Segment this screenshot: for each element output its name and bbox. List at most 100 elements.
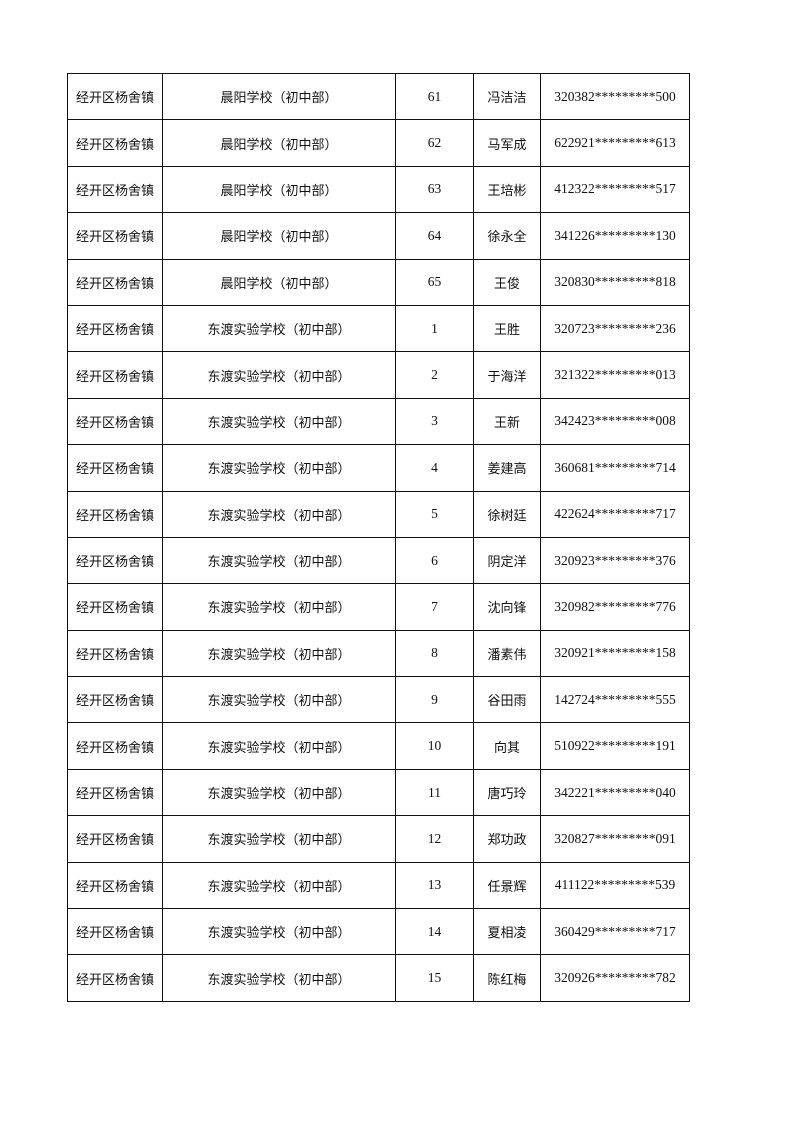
number-cell: 11 (395, 768, 474, 817)
school-cell: 东渡实验学校（初中部） (162, 351, 396, 399)
school-cell: 东渡实验学校（初中部） (162, 304, 396, 353)
id-number-cell: 342221*********040 (540, 768, 690, 817)
name-cell: 潘素伟 (473, 629, 541, 678)
district-cell: 经开区杨舍镇 (67, 212, 163, 260)
table-row: 经开区杨舍镇 东渡实验学校（初中部） 11 唐巧玲 342221*********040 (67, 768, 690, 817)
name-cell: 姜建高 (473, 444, 541, 492)
district-cell: 经开区杨舍镇 (67, 165, 163, 214)
number-cell: 1 (395, 304, 474, 353)
number-cell: 6 (395, 536, 474, 585)
table-row: 经开区杨舍镇 东渡实验学校（初中部） 13 任景辉 411122*********539 (67, 861, 690, 910)
name-cell: 马军成 (473, 119, 541, 167)
name-cell: 阴定洋 (473, 536, 541, 585)
school-cell: 东渡实验学校（初中部） (162, 722, 396, 770)
number-cell: 61 (395, 72, 474, 121)
table-row: 经开区杨舍镇 晨阳学校（初中部） 62 马军成 622921*********613 (67, 119, 690, 167)
id-number-cell: 320827*********091 (540, 815, 690, 863)
school-cell: 东渡实验学校（初中部） (162, 768, 396, 817)
school-cell: 东渡实验学校（初中部） (162, 583, 396, 631)
id-number-cell: 321322*********013 (540, 351, 690, 399)
name-cell: 冯洁洁 (473, 72, 541, 121)
district-cell: 经开区杨舍镇 (67, 397, 163, 446)
id-number-cell: 320982*********776 (540, 583, 690, 631)
id-number-cell: 622921*********613 (540, 119, 690, 167)
school-cell: 东渡实验学校（初中部） (162, 629, 396, 678)
table-row: 经开区杨舍镇 东渡实验学校（初中部） 7 沈向锋 320982*********776 (67, 583, 690, 631)
number-cell: 8 (395, 629, 474, 678)
school-cell: 晨阳学校（初中部） (162, 119, 396, 167)
name-cell: 王新 (473, 397, 541, 446)
name-cell: 徐永全 (473, 212, 541, 260)
name-cell: 王胜 (473, 304, 541, 353)
school-cell: 东渡实验学校（初中部） (162, 536, 396, 585)
table-row: 经开区杨舍镇 晨阳学校（初中部） 61 冯洁洁 320382*********500 (67, 72, 690, 121)
id-number-cell: 320382*********500 (540, 72, 690, 121)
school-cell: 东渡实验学校（初中部） (162, 676, 396, 724)
district-cell: 经开区杨舍镇 (67, 351, 163, 399)
school-cell: 东渡实验学校（初中部） (162, 490, 396, 538)
id-number-cell: 360681*********714 (540, 444, 690, 492)
id-number-cell: 320723*********236 (540, 304, 690, 353)
table-row: 经开区杨舍镇 晨阳学校（初中部） 63 王培彬 412322*********517 (67, 165, 690, 214)
number-cell: 63 (395, 165, 474, 214)
school-cell: 东渡实验学校（初中部） (162, 397, 396, 446)
table-row: 经开区杨舍镇 东渡实验学校（初中部） 3 王新 342423*********008 (67, 397, 690, 446)
name-cell: 于海洋 (473, 351, 541, 399)
number-cell: 65 (395, 258, 474, 306)
name-cell: 徐树廷 (473, 490, 541, 538)
number-cell: 14 (395, 908, 474, 956)
table-row: 经开区杨舍镇 东渡实验学校（初中部） 9 谷田雨 142724*********555 (67, 676, 690, 724)
name-cell: 王俊 (473, 258, 541, 306)
district-cell: 经开区杨舍镇 (67, 954, 163, 1002)
district-cell: 经开区杨舍镇 (67, 768, 163, 817)
id-number-cell: 142724*********555 (540, 676, 690, 724)
table-row: 经开区杨舍镇 晨阳学校（初中部） 64 徐永全 341226*********130 (67, 212, 690, 260)
district-cell: 经开区杨舍镇 (67, 629, 163, 678)
number-cell: 7 (395, 583, 474, 631)
district-cell: 经开区杨舍镇 (67, 815, 163, 863)
number-cell: 3 (395, 397, 474, 446)
number-cell: 15 (395, 954, 474, 1002)
district-cell: 经开区杨舍镇 (67, 72, 163, 121)
table-row: 经开区杨舍镇 东渡实验学校（初中部） 4 姜建高 360681*********714 (67, 444, 690, 492)
school-cell: 晨阳学校（初中部） (162, 72, 396, 121)
number-cell: 64 (395, 212, 474, 260)
name-cell: 向其 (473, 722, 541, 770)
school-cell: 晨阳学校（初中部） (162, 258, 396, 306)
name-cell: 谷田雨 (473, 676, 541, 724)
table-row: 经开区杨舍镇 晨阳学校（初中部） 65 王俊 320830*********818 (67, 258, 690, 306)
table-row: 经开区杨舍镇 东渡实验学校（初中部） 15 陈红梅 320926*********782 (67, 954, 690, 1002)
district-cell: 经开区杨舍镇 (67, 861, 163, 910)
district-cell: 经开区杨舍镇 (67, 722, 163, 770)
table-row: 经开区杨舍镇 东渡实验学校（初中部） 10 向其 510922*********191 (67, 722, 690, 770)
table-row: 经开区杨舍镇 东渡实验学校（初中部） 6 阴定洋 320923*********376 (67, 536, 690, 585)
number-cell: 4 (395, 444, 474, 492)
school-cell: 东渡实验学校（初中部） (162, 861, 396, 910)
table-row: 经开区杨舍镇 东渡实验学校（初中部） 14 夏相凌 360429*********717 (67, 908, 690, 956)
school-cell: 东渡实验学校（初中部） (162, 815, 396, 863)
school-cell: 东渡实验学校（初中部） (162, 908, 396, 956)
id-number-cell: 320921*********158 (540, 629, 690, 678)
number-cell: 13 (395, 861, 474, 910)
district-cell: 经开区杨舍镇 (67, 908, 163, 956)
number-cell: 9 (395, 676, 474, 724)
district-cell: 经开区杨舍镇 (67, 490, 163, 538)
id-number-cell: 412322*********517 (540, 165, 690, 214)
number-cell: 2 (395, 351, 474, 399)
school-cell: 晨阳学校（初中部） (162, 165, 396, 214)
name-cell: 唐巧玲 (473, 768, 541, 817)
table-row: 经开区杨舍镇 东渡实验学校（初中部） 2 于海洋 321322*********013 (67, 351, 690, 399)
district-cell: 经开区杨舍镇 (67, 304, 163, 353)
name-cell: 陈红梅 (473, 954, 541, 1002)
name-cell: 沈向锋 (473, 583, 541, 631)
district-cell: 经开区杨舍镇 (67, 119, 163, 167)
table-row: 经开区杨舍镇 东渡实验学校（初中部） 1 王胜 320723*********236 (67, 304, 690, 353)
name-cell: 夏相凌 (473, 908, 541, 956)
id-number-cell: 320830*********818 (540, 258, 690, 306)
table-row: 经开区杨舍镇 东渡实验学校（初中部） 8 潘素伟 320921*********158 (67, 629, 690, 678)
table-row: 经开区杨舍镇 东渡实验学校（初中部） 12 郑功政 320827*********091 (67, 815, 690, 863)
id-number-cell: 320926*********782 (540, 954, 690, 1002)
id-number-cell: 342423*********008 (540, 397, 690, 446)
number-cell: 12 (395, 815, 474, 863)
id-number-cell: 341226*********130 (540, 212, 690, 260)
